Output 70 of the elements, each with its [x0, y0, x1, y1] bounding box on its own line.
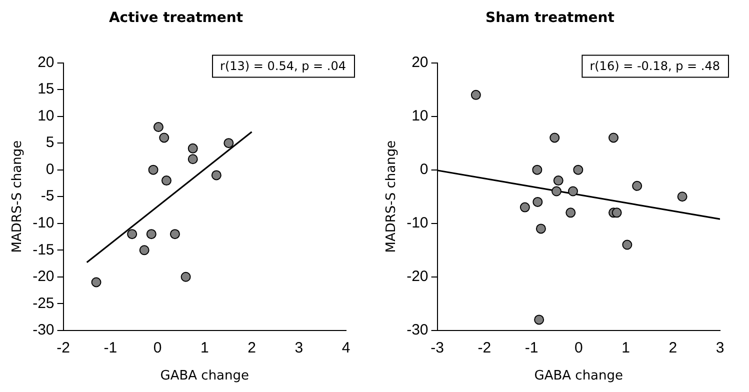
- point: [188, 143, 198, 154]
- y-axis-title: MADRS-S change: [384, 140, 400, 253]
- point: [532, 196, 543, 207]
- point: [139, 245, 150, 256]
- annotation: r(16) = -0.18, p = .48: [590, 58, 720, 73]
- x-tick-label: 3: [294, 340, 304, 357]
- x-tick-label: 2: [248, 340, 256, 357]
- point: [148, 164, 158, 175]
- y-tick-label: -10: [32, 214, 54, 232]
- point: [568, 186, 578, 196]
- point: [622, 240, 632, 250]
- x-tick-label: 2: [668, 340, 678, 357]
- point: [159, 132, 170, 143]
- point: [91, 277, 102, 288]
- x-axis-title: GABA change: [534, 368, 624, 384]
- x-tick-label: -2: [56, 340, 70, 357]
- chart-title: Active treatment: [108, 10, 244, 26]
- point: [536, 224, 546, 234]
- y-tick-label: -5: [40, 188, 54, 205]
- x-tick-label: -1: [104, 340, 118, 357]
- point: [608, 132, 619, 143]
- y-axis-title: MADRS-S change: [10, 140, 26, 253]
- y-tick-label: -30: [406, 322, 428, 339]
- point: [127, 229, 138, 240]
- y-tick-label: 5: [46, 134, 54, 152]
- chart-title: Sham treatment: [486, 10, 615, 26]
- point: [153, 122, 164, 132]
- point: [224, 138, 234, 148]
- point: [632, 180, 642, 191]
- point: [188, 154, 198, 164]
- point: [170, 229, 180, 240]
- y-tick-label: -25: [32, 294, 54, 312]
- y-tick-label: 15: [38, 80, 54, 98]
- x-tick-label: 0: [153, 340, 162, 357]
- y-tick-label: -20: [32, 268, 54, 286]
- x-tick-label: 4: [342, 340, 350, 357]
- point: [146, 229, 156, 240]
- x-tick-label: -3: [430, 340, 444, 357]
- x-tick-label: -2: [478, 340, 492, 357]
- point: [677, 192, 688, 202]
- point: [520, 202, 530, 212]
- x-tick-label: 1: [200, 340, 209, 357]
- y-tick-label: -30: [32, 322, 54, 339]
- x-tick-label: 1: [622, 340, 630, 357]
- x-tick-label: -1: [524, 340, 538, 357]
- point: [211, 170, 222, 180]
- annotation: r(13) = 0.54, p = .04: [220, 58, 346, 73]
- y-tick-label: 0: [420, 160, 428, 178]
- point: [553, 176, 564, 186]
- point: [534, 314, 544, 325]
- x-axis-title: GABA change: [160, 368, 250, 384]
- x-tick-label: 3: [716, 340, 724, 357]
- y-tick-label: -10: [406, 214, 428, 232]
- y-tick-label: -20: [406, 268, 428, 286]
- y-tick-label: 20: [38, 54, 54, 71]
- point: [532, 164, 542, 175]
- point: [612, 208, 622, 218]
- y-tick-label: 10: [38, 107, 54, 124]
- point: [573, 164, 584, 175]
- point: [470, 90, 481, 100]
- point: [550, 132, 560, 143]
- y-tick-label: 20: [412, 54, 428, 71]
- y-tick-label: 10: [412, 107, 428, 124]
- point: [566, 208, 576, 218]
- y-tick-label: 0: [46, 160, 54, 178]
- x-tick-label: 0: [574, 340, 583, 357]
- point: [551, 186, 562, 196]
- y-tick-label: -15: [32, 241, 54, 258]
- point: [180, 272, 191, 282]
- point: [161, 176, 172, 186]
